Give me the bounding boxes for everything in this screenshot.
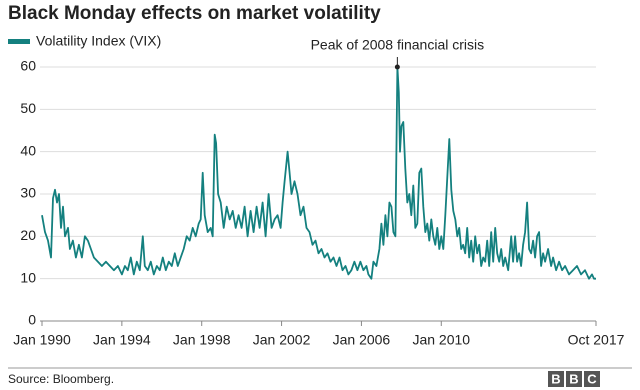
y-tick-label: 40 — [20, 142, 36, 158]
y-tick-label: 20 — [20, 227, 36, 243]
annotation-dot — [394, 64, 400, 70]
annotation: Peak of 2008 financial crisis — [311, 37, 485, 53]
y-tick-label: 10 — [20, 269, 36, 285]
x-tick-label: Oct 2017 — [568, 332, 625, 348]
chart-title: Black Monday effects on market volatilit… — [8, 3, 381, 24]
x-tick-label: Jan 1990 — [13, 332, 71, 348]
logo: B B C — [548, 371, 600, 387]
legend-swatch — [8, 39, 30, 44]
logo-box — [548, 371, 564, 387]
logo-box — [584, 371, 600, 387]
source: Source: Bloomberg. — [8, 372, 114, 386]
x-tick-label: Jan 2002 — [253, 332, 311, 348]
logo-letter: C — [587, 371, 597, 386]
legend-label: Volatility Index (VIX) — [36, 33, 161, 49]
logo-letter: B — [569, 371, 578, 386]
x-tick-label: Jan 2010 — [412, 332, 470, 348]
y-tick-label: 50 — [20, 100, 36, 116]
data-line — [41, 66, 596, 280]
x-tick-label: Jan 1994 — [93, 332, 151, 348]
logo-letter: B — [551, 371, 560, 386]
y-tick-label: 30 — [20, 185, 36, 201]
x-tick-label: Jan 2006 — [333, 332, 391, 348]
x-tick-label: Jan 1998 — [173, 332, 231, 348]
logo-box — [566, 371, 582, 387]
y-tick-label: 60 — [20, 58, 36, 74]
y-tick-label: 0 — [28, 312, 36, 328]
